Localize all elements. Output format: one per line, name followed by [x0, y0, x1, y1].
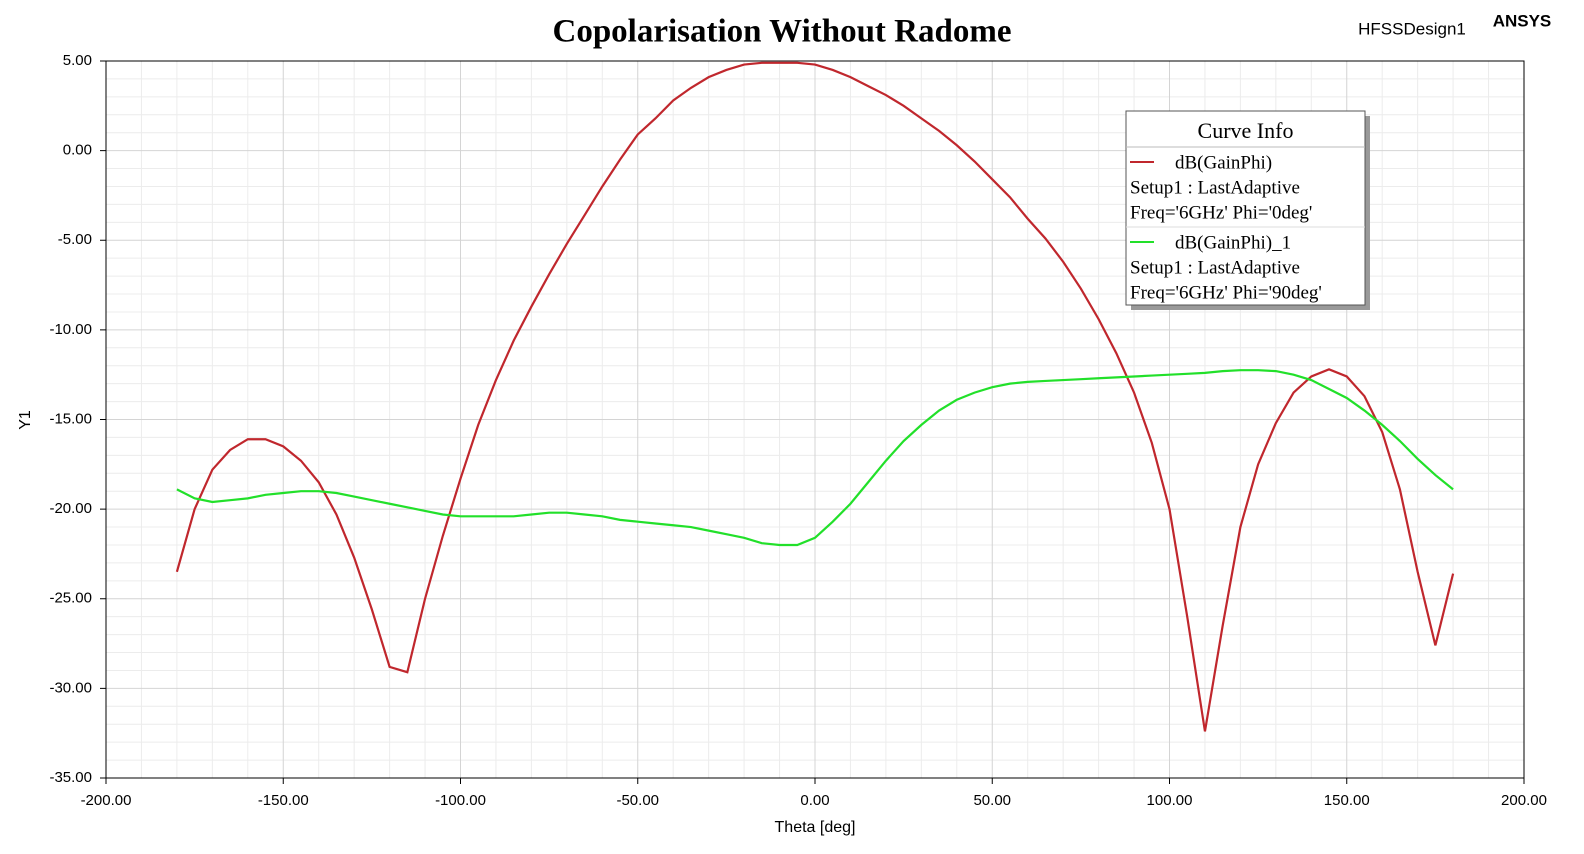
- x-tick-label: -150.00: [258, 792, 309, 809]
- chart-title: Copolarisation Without Radome: [552, 14, 1011, 50]
- legend-variables: Freq='6GHz' Phi='90deg': [1130, 282, 1322, 303]
- y-tick-label: -5.00: [58, 231, 92, 248]
- legend-label: dB(GainPhi): [1175, 152, 1272, 173]
- x-tick-label: -100.00: [435, 792, 486, 809]
- y-tick-label: 0.00: [63, 142, 92, 159]
- legend-title: Curve Info: [1198, 118, 1294, 143]
- x-axis-label: Theta [deg]: [775, 819, 856, 836]
- legend-setup: Setup1 : LastAdaptive: [1130, 177, 1300, 198]
- x-tick-label: 100.00: [1147, 792, 1193, 809]
- legend-box: [1125, 110, 1366, 306]
- y-tick-label: -15.00: [49, 410, 92, 427]
- y-axis-label: Y1: [17, 410, 34, 430]
- y-tick-label: 5.00: [63, 52, 92, 69]
- y-tick-label: -35.00: [49, 769, 92, 786]
- y-tick-label: -25.00: [49, 590, 92, 607]
- x-tick-label: 150.00: [1324, 792, 1370, 809]
- series-line: [176, 369, 1454, 547]
- x-tick-label: -50.00: [616, 792, 659, 809]
- y-tick-label: -30.00: [49, 679, 92, 696]
- y-tick-label: -20.00: [49, 500, 92, 517]
- legend-label: dB(GainPhi)_1: [1175, 232, 1291, 253]
- x-tick-label: 50.00: [973, 792, 1011, 809]
- design-name: HFSSDesign1: [1358, 19, 1466, 38]
- x-tick-label: 200.00: [1501, 792, 1547, 809]
- y-tick-label: -10.00: [49, 321, 92, 338]
- plot-frame: [105, 60, 1525, 779]
- series-line: [175, 61, 1455, 732]
- legend: Curve Info dB(GainPhi) Setup1 : LastAdapti…: [1125, 110, 1370, 310]
- x-tick-label: 0.00: [800, 792, 829, 809]
- legend-setup: Setup1 : LastAdaptive: [1130, 257, 1300, 278]
- x-tick-label: -200.00: [81, 792, 132, 809]
- brand: ANSYS: [1493, 11, 1552, 30]
- legend-variables: Freq='6GHz' Phi='0deg': [1130, 202, 1312, 223]
